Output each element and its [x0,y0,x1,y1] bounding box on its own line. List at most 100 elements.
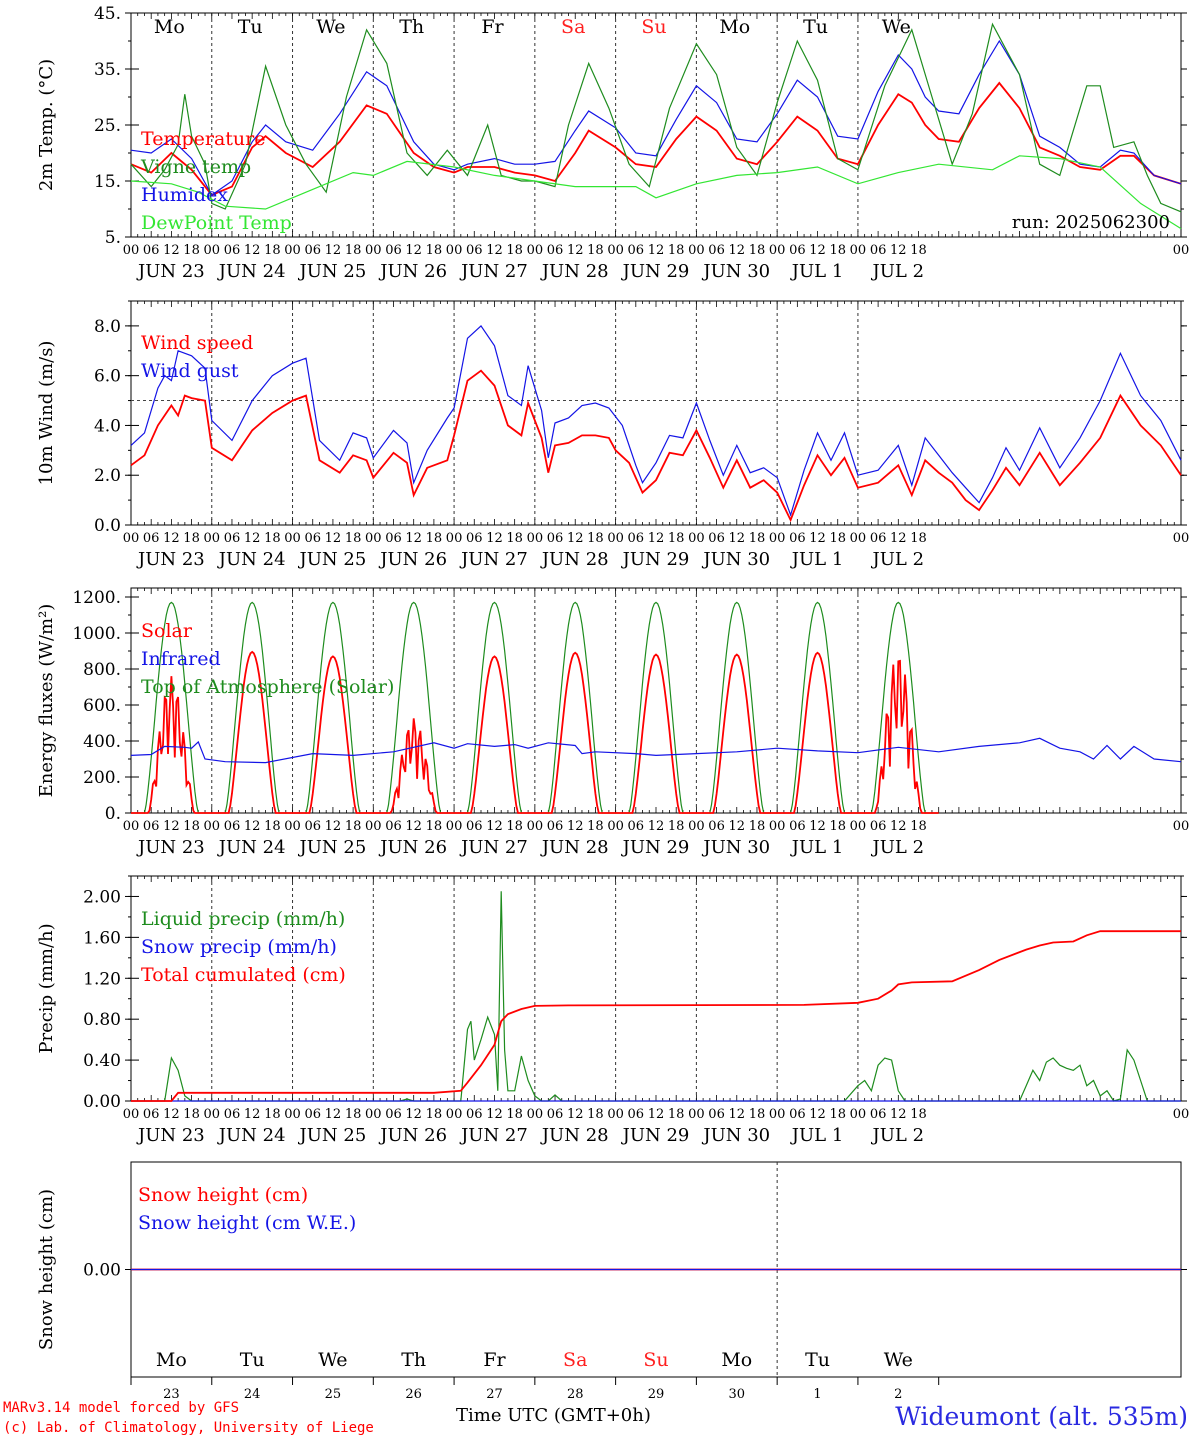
hour-tick-label: 18 [183,531,200,546]
panel-2-frame [130,300,1182,526]
hour-tick-label: 06 [466,1107,483,1122]
legend-entry: Infrared [141,648,221,670]
hour-tick-label: 12 [486,531,503,546]
hour-tick-label: 12 [890,531,907,546]
hour-tick-label: 06 [224,531,241,546]
legend-entry: Humidex [141,184,228,206]
hour-tick-label: 18 [506,819,523,834]
hour-tick-label: 12 [728,243,745,258]
hour-tick-label: 18 [345,1107,362,1122]
date-tick-label: JUN 28 [540,549,609,570]
date-tick-label: JUN 27 [459,1125,528,1146]
hour-tick-label: 06 [628,819,645,834]
hour-tick-label: 12 [163,1107,180,1122]
y-tick-label: 200. [83,768,121,788]
hour-tick-label: 06 [708,1107,725,1122]
hour-tick-label: 00 [607,1107,624,1122]
legend-entry: Top of Atmosphere (Solar) [141,676,394,698]
hour-tick-label: 00 [365,531,382,546]
hour-tick-label: 06 [628,1107,645,1122]
hour-tick-label: 06 [385,819,402,834]
hour-tick-label: 18 [587,819,604,834]
hour-tick-label: 18 [668,531,685,546]
hour-tick-label: 06 [466,819,483,834]
y-tick-label: 400. [83,732,121,752]
date-tick-label: JUN 28 [540,837,609,858]
weekday-label: Su [641,16,666,38]
hour-tick-label: 06 [547,1107,564,1122]
legend-entry: DewPoint Temp [141,212,292,234]
date-tick-label: JUL 2 [871,261,925,282]
hour-tick-label: 18 [749,531,766,546]
weekday-label: We [884,1349,913,1371]
hour-tick-label: 12 [163,243,180,258]
day-number-label: 23 [163,1387,180,1402]
weekday-label: Su [643,1349,668,1371]
hour-tick-label: 06 [547,531,564,546]
hour-tick-label: 00 [203,243,220,258]
hour-tick-label: 18 [426,243,443,258]
hour-tick-label: 18 [587,1107,604,1122]
date-tick-label: JUN 30 [701,549,770,570]
hour-tick-label: 00 [123,243,140,258]
hour-tick-label: 18 [506,531,523,546]
hour-tick-label: 06 [789,531,806,546]
hour-tick-label: 18 [264,819,281,834]
hour-tick-label: 18 [587,243,604,258]
hour-tick-label: 18 [345,531,362,546]
hour-tick-label: 00 [203,531,220,546]
hour-tick-label: 18 [829,819,846,834]
panel-1-frame [130,12,1182,238]
hour-tick-label: 00 [365,1107,382,1122]
weekday-label: Fr [483,1349,506,1371]
y-tick-label: 1.20 [83,969,121,989]
hour-tick-label: 06 [708,243,725,258]
hour-tick-label: 18 [668,243,685,258]
hour-tick-label: 12 [244,1107,261,1122]
date-tick-label: JUN 25 [298,837,367,858]
hour-tick-label: 00 [527,819,544,834]
date-tick-label: JUN 26 [378,837,447,858]
hour-tick-label: 12 [567,243,584,258]
date-tick-label: JUN 30 [701,261,770,282]
date-tick-label: JUN 24 [217,1125,286,1146]
hour-tick-label: 12 [728,531,745,546]
series-line-wind-speed [130,369,1182,523]
hour-tick-label: 06 [466,531,483,546]
date-tick-label: JUN 23 [136,549,205,570]
legend-entry: Wind speed [141,332,253,354]
y-tick-label: 5. [105,228,121,248]
day-number-label: 27 [486,1387,503,1402]
hour-tick-label: 12 [405,1107,422,1122]
date-tick-label: JUN 25 [298,1125,367,1146]
hour-tick-label: 12 [325,531,342,546]
y-tick-label: 1200. [72,588,121,608]
y-axis-label: 10m Wind (m/s) [36,341,57,486]
date-tick-label: JUN 24 [217,549,286,570]
date-tick-label: JUN 23 [136,1125,205,1146]
y-tick-label: 0.0 [94,516,121,536]
legend-entry: Wind gust [141,360,239,382]
y-tick-label: 0.00 [83,1261,121,1281]
hour-tick-label: 06 [304,243,321,258]
legend-entry: Vigne temp [140,156,251,178]
hour-tick-label: 06 [304,1107,321,1122]
hour-tick-label: 18 [749,819,766,834]
hour-tick-label: 12 [163,819,180,834]
hour-tick-label: 06 [304,819,321,834]
date-tick-label: JUN 29 [621,549,690,570]
hour-tick-label: 00 [1173,819,1190,834]
hour-tick-label: 12 [486,1107,503,1122]
hour-tick-label: 06 [708,819,725,834]
hour-tick-label: 12 [890,1107,907,1122]
y-tick-label: 1000. [72,624,121,644]
date-tick-label: JUN 29 [621,261,690,282]
hour-tick-label: 00 [527,1107,544,1122]
hour-tick-label: 00 [365,243,382,258]
legend-entry: Temperature [141,128,265,150]
hour-tick-label: 18 [426,531,443,546]
weekday-label: Fr [481,16,504,38]
hour-tick-label: 00 [769,531,786,546]
hour-tick-label: 12 [405,243,422,258]
